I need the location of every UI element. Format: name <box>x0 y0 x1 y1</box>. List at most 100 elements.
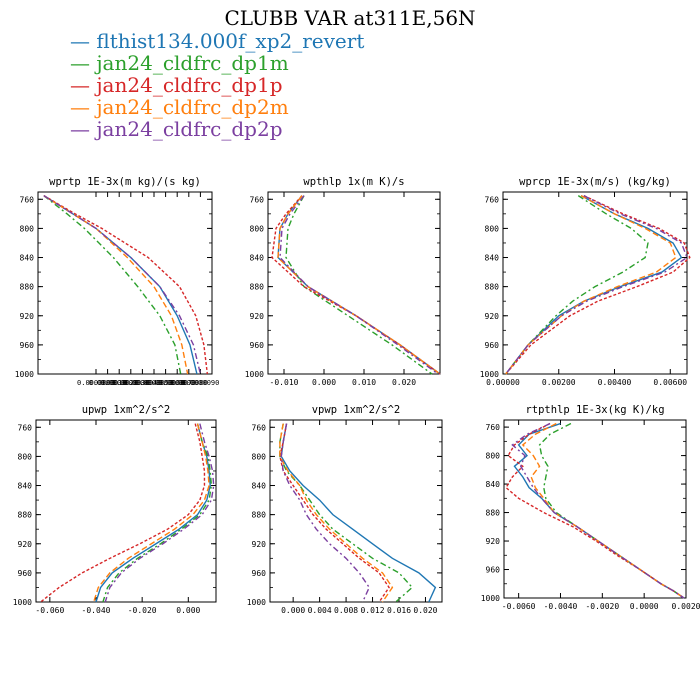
y-tick-label: 1000 <box>13 598 32 607</box>
series-line <box>104 423 215 603</box>
y-tick-label: 960 <box>20 341 35 350</box>
legend-item: — jan24_cldfrc_dp2p <box>70 118 364 140</box>
plot-frame <box>37 191 213 375</box>
y-tick-label: 840 <box>252 482 267 491</box>
y-tick-label: 840 <box>250 254 265 263</box>
y-tick-label: 920 <box>20 312 35 321</box>
y-tick-label: 920 <box>18 540 33 549</box>
y-tick-label: 800 <box>18 452 33 461</box>
x-tick-label: 0.020 <box>392 378 416 387</box>
y-tick-label: 960 <box>18 569 33 578</box>
legend-item: — jan24_cldfrc_dp1p <box>70 74 364 96</box>
x-tick-label: 0.020 <box>413 606 437 615</box>
series-line <box>277 195 441 375</box>
x-tick-label: -0.040 <box>82 606 111 615</box>
series-line <box>43 195 182 375</box>
y-tick-label: 840 <box>18 482 33 491</box>
series-line <box>43 195 202 375</box>
y-tick-label: 800 <box>250 224 265 233</box>
series-line <box>538 422 685 599</box>
x-tick-label: 0.016 <box>387 606 411 615</box>
x-tick-label: 0.0000090 <box>181 379 219 387</box>
x-tick-label: 0.0000 <box>630 602 659 611</box>
y-tick-label: 1000 <box>245 370 264 379</box>
x-tick-label: 0.00200 <box>542 378 576 387</box>
y-tick-label: 880 <box>20 283 35 292</box>
series-line <box>280 423 437 603</box>
y-tick-label: 960 <box>486 566 501 575</box>
y-tick-label: 960 <box>252 569 267 578</box>
series-line <box>505 195 683 375</box>
x-tick-label: 0.0000010 <box>89 379 127 387</box>
chart-title: wprcp 1E-3x(m/s) (kg/kg) <box>519 176 671 188</box>
series-line <box>43 195 209 375</box>
y-tick-label: 880 <box>252 511 267 520</box>
y-tick-label: 1000 <box>15 370 34 379</box>
x-tick-label: -0.0040 <box>544 602 578 611</box>
figure-title: CLUBB VAR at311E,56N <box>224 6 476 30</box>
y-tick-label: 800 <box>252 452 267 461</box>
series-line <box>279 423 390 603</box>
plot-frame <box>35 419 217 603</box>
y-tick-label: 800 <box>485 224 500 233</box>
legend-label: jan24_cldfrc_dp1p <box>96 73 283 97</box>
legend-item: — jan24_cldfrc_dp1m <box>70 52 364 74</box>
legend: — flthist134.000f_xp2_revert — jan24_cld… <box>70 30 364 140</box>
legend-label: flthist134.000f_xp2_revert <box>96 29 365 53</box>
x-tick-label: 0.00400 <box>598 378 632 387</box>
x-tick-label: 0.0000050 <box>135 379 173 387</box>
series-line <box>40 423 206 603</box>
legend-label: jan24_cldfrc_dp2m <box>96 95 289 119</box>
x-tick-label: 0.0000060 <box>147 379 185 387</box>
x-tick-label: 0.00000 <box>486 378 520 387</box>
y-tick-label: 800 <box>486 452 501 461</box>
y-tick-label: 1000 <box>480 370 499 379</box>
x-tick-label: 0.000 <box>281 606 305 615</box>
y-tick-label: 840 <box>485 254 500 263</box>
x-tick-label: -0.020 <box>128 606 157 615</box>
x-tick-label: 0.004 <box>308 606 332 615</box>
series-line <box>93 423 210 603</box>
y-tick-label: 880 <box>250 283 265 292</box>
series-line <box>505 195 677 375</box>
series-line <box>505 195 691 375</box>
legend-label: jan24_cldfrc_dp1m <box>96 51 289 75</box>
y-tick-label: 760 <box>252 423 267 432</box>
y-tick-label: 1000 <box>481 594 500 603</box>
series-line <box>43 195 189 375</box>
legend-swatch: — <box>70 117 97 141</box>
y-tick-label: 880 <box>486 509 501 518</box>
series-line <box>95 423 211 603</box>
x-tick-label: -0.010 <box>270 378 299 387</box>
plot-frame <box>267 191 441 375</box>
x-tick-label: 0.0000030 <box>112 379 150 387</box>
y-tick-label: 1000 <box>247 598 266 607</box>
y-tick-label: 760 <box>485 195 500 204</box>
y-tick-label: 920 <box>250 312 265 321</box>
chart-title: wprtp 1E-3x(m kg)/(s kg) <box>49 176 201 188</box>
x-tick-label: 0.00600 <box>653 378 687 387</box>
series-line <box>43 195 198 375</box>
x-tick-label: 0.0000000 <box>77 379 115 387</box>
x-tick-label: 0.000 <box>176 606 200 615</box>
y-tick-label: 880 <box>485 283 500 292</box>
y-tick-label: 760 <box>18 423 33 432</box>
y-tick-label: 800 <box>20 224 35 233</box>
x-tick-label: 0.0000080 <box>170 379 208 387</box>
chart-title: rtpthlp 1E-3x(kg K)/kg <box>525 404 664 416</box>
chart-title: wpthlp 1x(m K)/s <box>303 176 404 188</box>
series-line <box>505 422 685 599</box>
x-tick-label: 0.008 <box>334 606 358 615</box>
series-line <box>505 195 649 375</box>
y-tick-label: 840 <box>20 254 35 263</box>
y-tick-label: 920 <box>252 540 267 549</box>
y-tick-label: 920 <box>485 312 500 321</box>
y-tick-label: 840 <box>486 480 501 489</box>
series-line <box>279 423 414 603</box>
series-line <box>521 422 685 599</box>
legend-item: — jan24_cldfrc_dp2m <box>70 96 364 118</box>
legend-swatch: — <box>70 51 97 75</box>
x-tick-label: 0.010 <box>352 378 376 387</box>
series-line <box>511 422 685 599</box>
x-tick-label: 0.012 <box>360 606 384 615</box>
